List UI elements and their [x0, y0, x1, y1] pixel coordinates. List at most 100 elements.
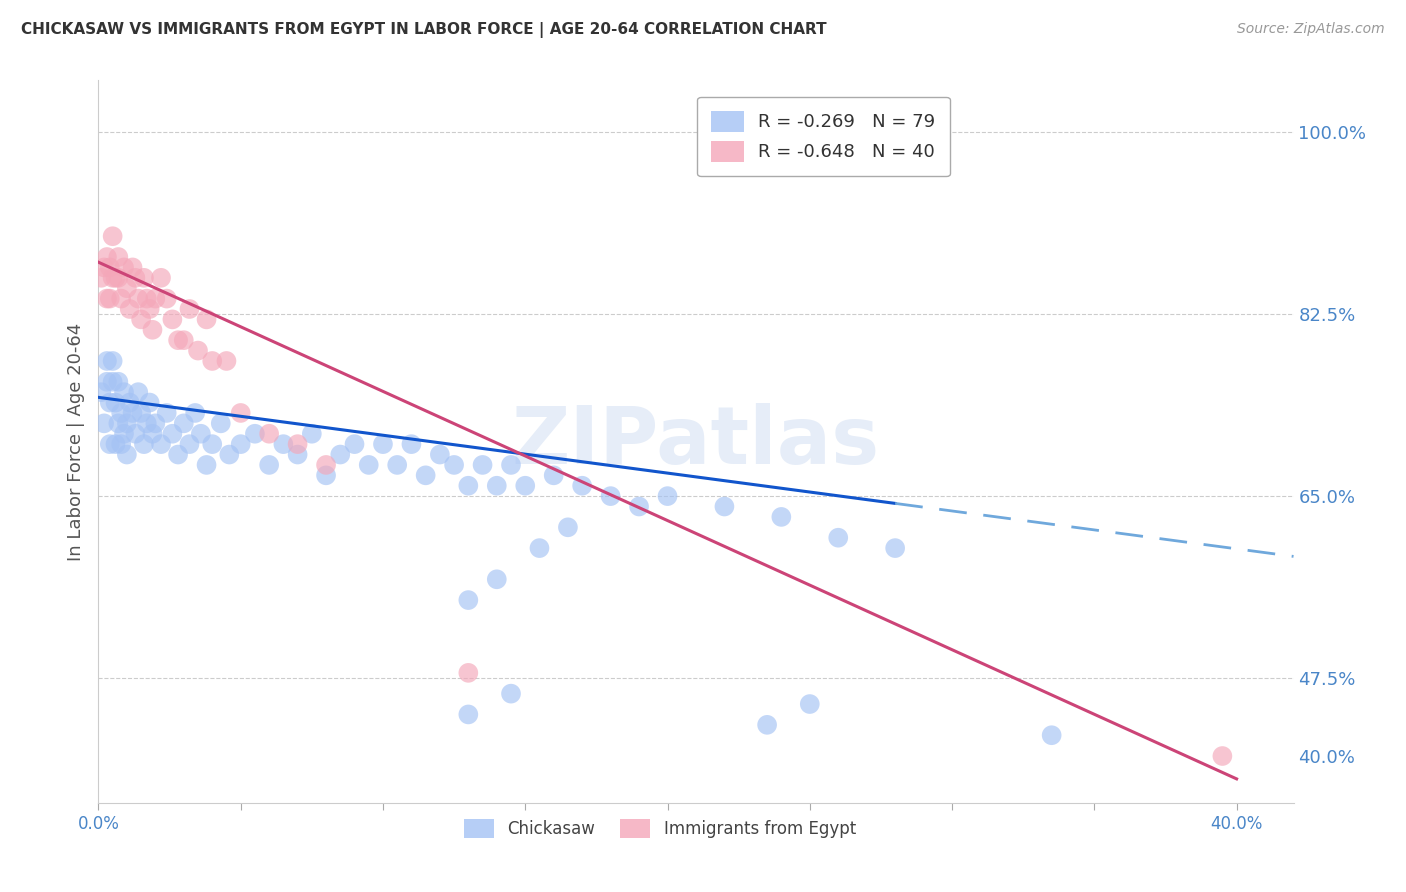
Point	[150, 437, 173, 451]
Point	[110, 292, 132, 306]
Point	[98, 437, 121, 451]
Point	[184, 406, 207, 420]
Point	[167, 333, 190, 347]
Point	[107, 250, 129, 264]
Point	[96, 375, 118, 389]
Text: ZIPatlas: ZIPatlas	[512, 402, 880, 481]
Point	[141, 426, 163, 441]
Point	[156, 292, 179, 306]
Point	[90, 385, 112, 400]
Point	[98, 292, 121, 306]
Point	[229, 437, 252, 451]
Point	[107, 417, 129, 431]
Point	[127, 292, 149, 306]
Point	[138, 301, 160, 316]
Point	[209, 417, 232, 431]
Point	[104, 395, 127, 409]
Point	[112, 260, 135, 275]
Point	[215, 354, 238, 368]
Point	[485, 572, 508, 586]
Point	[756, 718, 779, 732]
Point	[96, 354, 118, 368]
Point	[93, 417, 115, 431]
Legend: Chickasaw, Immigrants from Egypt: Chickasaw, Immigrants from Egypt	[457, 813, 863, 845]
Point	[201, 354, 224, 368]
Point	[799, 697, 821, 711]
Point	[96, 250, 118, 264]
Point	[243, 426, 266, 441]
Point	[457, 479, 479, 493]
Point	[129, 406, 152, 420]
Point	[150, 270, 173, 285]
Point	[179, 301, 201, 316]
Point	[121, 260, 143, 275]
Point	[543, 468, 565, 483]
Point	[287, 448, 309, 462]
Point	[173, 333, 195, 347]
Point	[118, 395, 141, 409]
Point	[657, 489, 679, 503]
Point	[115, 448, 138, 462]
Point	[110, 437, 132, 451]
Point	[471, 458, 494, 472]
Point	[179, 437, 201, 451]
Point	[112, 426, 135, 441]
Point	[167, 448, 190, 462]
Point	[529, 541, 551, 555]
Point	[1040, 728, 1063, 742]
Point	[713, 500, 735, 514]
Point	[499, 458, 522, 472]
Point	[98, 395, 121, 409]
Point	[515, 479, 537, 493]
Point	[329, 448, 352, 462]
Point	[110, 406, 132, 420]
Point	[628, 500, 651, 514]
Point	[443, 458, 465, 472]
Point	[124, 426, 146, 441]
Point	[571, 479, 593, 493]
Point	[115, 417, 138, 431]
Point	[257, 426, 280, 441]
Point	[118, 301, 141, 316]
Text: Source: ZipAtlas.com: Source: ZipAtlas.com	[1237, 22, 1385, 37]
Point	[371, 437, 394, 451]
Point	[343, 437, 366, 451]
Point	[107, 375, 129, 389]
Point	[141, 323, 163, 337]
Point	[93, 260, 115, 275]
Point	[599, 489, 621, 503]
Point	[315, 468, 337, 483]
Point	[499, 687, 522, 701]
Text: CHICKASAW VS IMMIGRANTS FROM EGYPT IN LABOR FORCE | AGE 20-64 CORRELATION CHART: CHICKASAW VS IMMIGRANTS FROM EGYPT IN LA…	[21, 22, 827, 38]
Point	[557, 520, 579, 534]
Point	[143, 292, 166, 306]
Point	[827, 531, 849, 545]
Point	[273, 437, 295, 451]
Point	[104, 437, 127, 451]
Point	[101, 354, 124, 368]
Point	[104, 270, 127, 285]
Point	[190, 426, 212, 441]
Point	[457, 665, 479, 680]
Point	[385, 458, 409, 472]
Point	[173, 417, 195, 431]
Point	[101, 229, 124, 244]
Point	[315, 458, 337, 472]
Point	[143, 417, 166, 431]
Y-axis label: In Labor Force | Age 20-64: In Labor Force | Age 20-64	[66, 322, 84, 561]
Point	[195, 458, 218, 472]
Point	[301, 426, 323, 441]
Point	[401, 437, 423, 451]
Point	[129, 312, 152, 326]
Point	[90, 270, 112, 285]
Point	[485, 479, 508, 493]
Point	[101, 375, 124, 389]
Point	[162, 426, 184, 441]
Point	[135, 417, 157, 431]
Point	[457, 593, 479, 607]
Point	[138, 395, 160, 409]
Point	[415, 468, 437, 483]
Point	[135, 292, 157, 306]
Point	[457, 707, 479, 722]
Point	[195, 312, 218, 326]
